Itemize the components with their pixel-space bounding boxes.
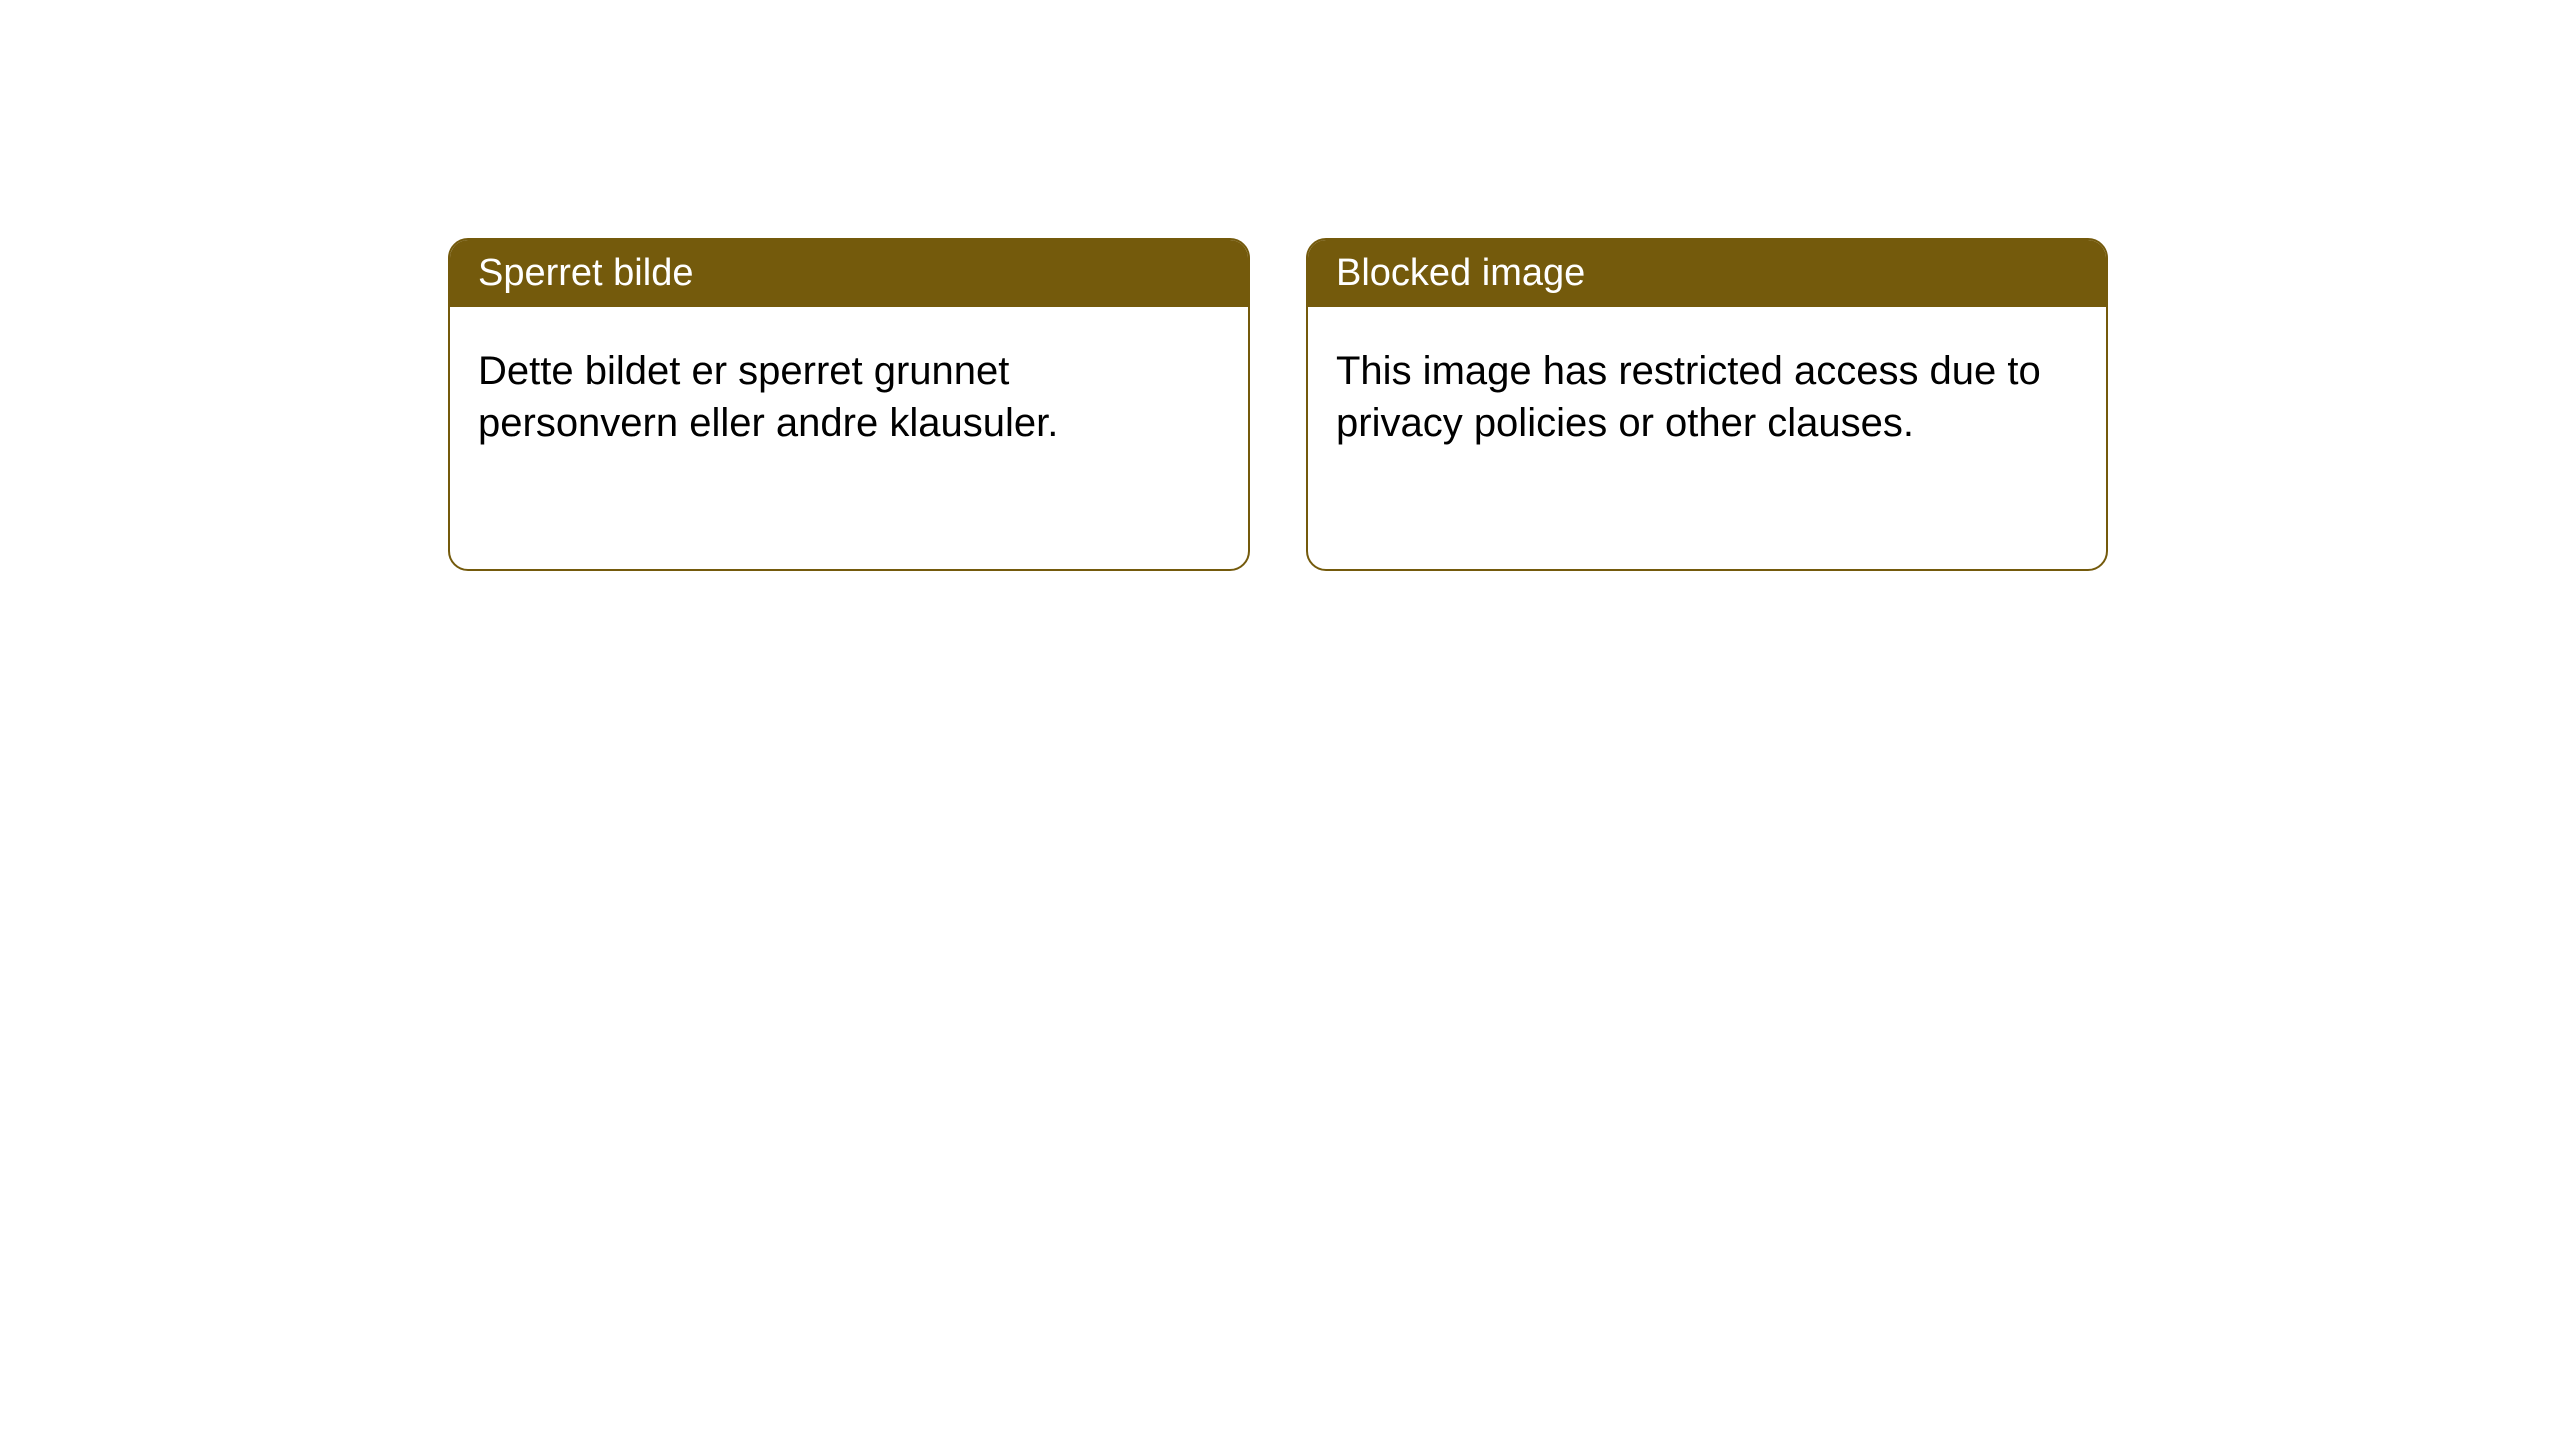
card-body-text: Dette bildet er sperret grunnet personve… bbox=[478, 349, 1058, 445]
card-header-text: Blocked image bbox=[1336, 252, 1585, 294]
card-header-no: Sperret bilde bbox=[450, 240, 1248, 307]
card-header-text: Sperret bilde bbox=[478, 252, 693, 294]
cards-container: Sperret bilde Dette bildet er sperret gr… bbox=[0, 0, 2560, 571]
card-header-en: Blocked image bbox=[1308, 240, 2106, 307]
card-body-text: This image has restricted access due to … bbox=[1336, 349, 2041, 445]
card-body-en: This image has restricted access due to … bbox=[1308, 307, 2106, 487]
card-body-no: Dette bildet er sperret grunnet personve… bbox=[450, 307, 1248, 487]
blocked-image-card-en: Blocked image This image has restricted … bbox=[1306, 238, 2108, 571]
blocked-image-card-no: Sperret bilde Dette bildet er sperret gr… bbox=[448, 238, 1250, 571]
